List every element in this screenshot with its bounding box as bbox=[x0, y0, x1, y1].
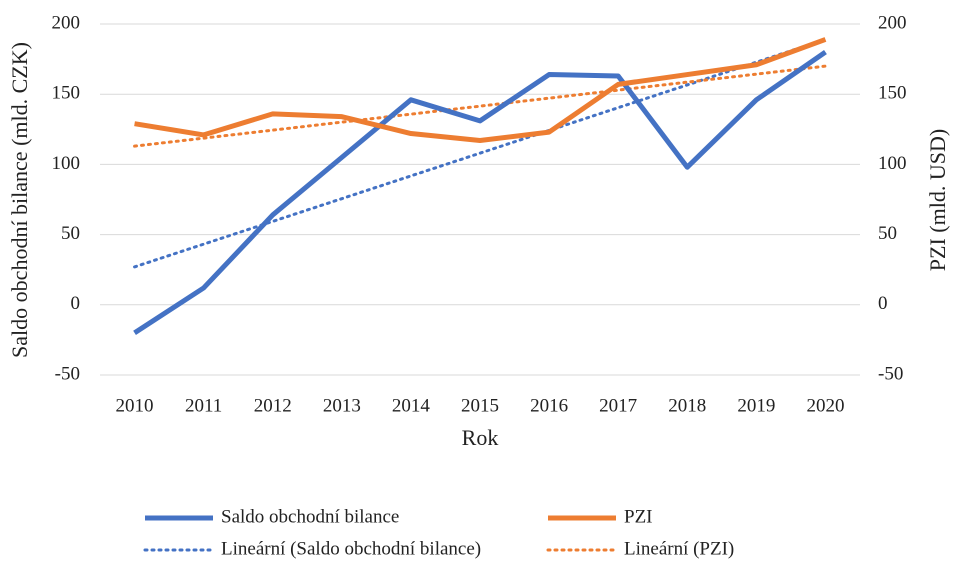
series-line bbox=[134, 37, 827, 144]
y2-tick-label: 150 bbox=[878, 83, 907, 104]
x-tick-label: 2019 bbox=[737, 395, 775, 416]
y-tick-label: 200 bbox=[52, 12, 81, 33]
x-tick-label: 2017 bbox=[599, 395, 637, 416]
series-line bbox=[133, 50, 827, 335]
legend-label: Lineární (PZI) bbox=[624, 538, 734, 559]
legend-label: Lineární (Saldo obchodní bilance) bbox=[221, 538, 481, 559]
y2-tick-label: 0 bbox=[878, 293, 888, 314]
x-tick-label: 2018 bbox=[668, 395, 706, 416]
x-tick-label: 2011 bbox=[185, 395, 222, 416]
x-axis-title: Rok bbox=[462, 425, 499, 450]
y-tick-label: 0 bbox=[71, 293, 81, 314]
y2-tick-label: 50 bbox=[878, 223, 897, 244]
y-tick-label: 100 bbox=[52, 153, 81, 174]
x-tick-label: 2020 bbox=[806, 395, 844, 416]
y2-tick-label: -50 bbox=[878, 363, 903, 384]
legend-label: Saldo obchodní bilance bbox=[221, 506, 399, 527]
y2-tick-label: 100 bbox=[878, 153, 907, 174]
y2-tick-label: 200 bbox=[878, 12, 907, 33]
x-tick-label: 2010 bbox=[116, 395, 154, 416]
y-axis-title: Saldo obchodní bilance (mld. CZK) bbox=[7, 42, 32, 358]
legend-label: PZI bbox=[624, 506, 653, 527]
series-line bbox=[133, 37, 827, 269]
x-tick-label: 2014 bbox=[392, 395, 431, 416]
x-tick-label: 2016 bbox=[530, 395, 568, 416]
series-line bbox=[133, 64, 827, 148]
y-tick-label: -50 bbox=[55, 363, 80, 384]
y-tick-label: 50 bbox=[61, 223, 80, 244]
y2-axis-title: PZI (mld. USD) bbox=[925, 129, 950, 271]
x-tick-label: 2012 bbox=[254, 395, 292, 416]
y-tick-label: 150 bbox=[52, 83, 81, 104]
x-tick-label: 2013 bbox=[323, 395, 361, 416]
x-tick-label: 2015 bbox=[461, 395, 499, 416]
